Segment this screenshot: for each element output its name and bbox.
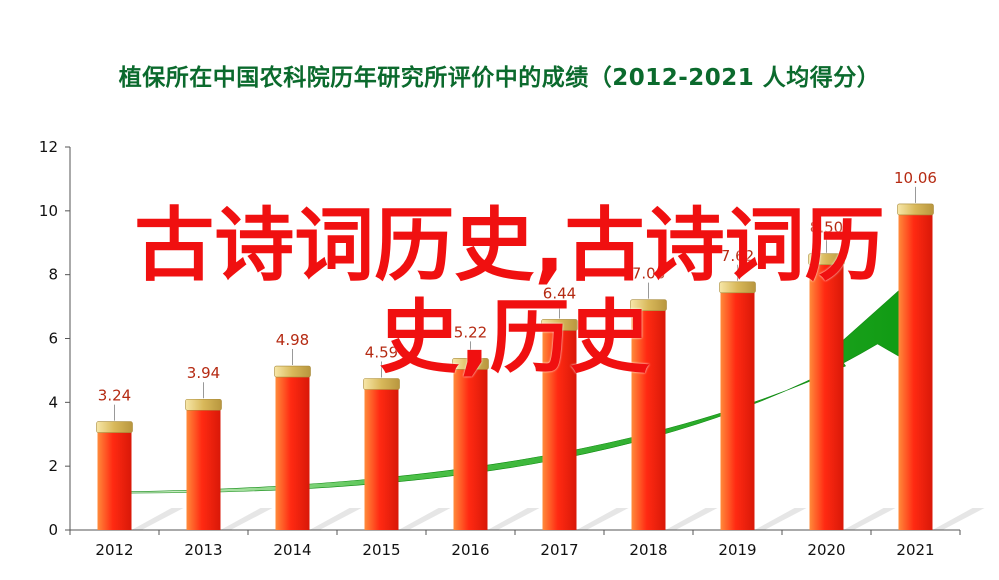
x-tick-label: 2019 [718, 541, 756, 559]
data-label: 3.24 [98, 387, 131, 405]
data-label: 3.94 [187, 364, 220, 382]
x-tick-label: 2017 [540, 541, 578, 559]
y-tick-label: 0 [48, 521, 58, 539]
bar-cap [274, 365, 311, 378]
bar-shadow [932, 508, 985, 530]
x-tick-label: 2018 [629, 541, 667, 559]
bar-shadow [398, 508, 451, 530]
bar-cap [541, 319, 578, 331]
bar-cap [897, 203, 934, 216]
bar-cap [96, 421, 133, 433]
bar-shadow [220, 508, 273, 530]
y-tick-label: 2 [48, 457, 58, 475]
bar-shadow [754, 508, 807, 530]
labels: 3.24 2012 3.94 2013 4.98 2014 4.59 2015 5.22 2016… [95, 169, 937, 559]
x-tick-label: 2021 [896, 541, 934, 559]
trend-arrow [114, 273, 918, 494]
y-tick-label: 6 [48, 330, 58, 348]
x-tick-label: 2013 [184, 541, 222, 559]
bars [96, 203, 934, 530]
bar [542, 324, 577, 530]
data-label: 6.44 [543, 284, 576, 302]
chart-title: 植保所在中国农科院历年研究所评价中的成绩（2012-2021 人均得分） [118, 65, 881, 91]
bar-shadow [131, 508, 184, 530]
bar [453, 363, 488, 530]
bar-cap [452, 358, 489, 370]
bar [97, 426, 132, 530]
bar-cap [808, 253, 845, 266]
data-label: 10.06 [894, 169, 937, 187]
bar-cap [185, 398, 222, 411]
y-tick-label: 12 [39, 138, 58, 156]
data-label: 8.50 [810, 219, 843, 237]
y-tick-label: 8 [48, 266, 58, 284]
x-tick-label: 2012 [95, 541, 133, 559]
bar [186, 404, 221, 530]
bar [631, 304, 666, 530]
x-tick-label: 2020 [807, 541, 845, 559]
data-label: 4.98 [276, 331, 309, 349]
data-label: 7.62 [721, 247, 754, 265]
bar-shadow [309, 508, 362, 530]
bar [898, 208, 933, 530]
floor-shadows [131, 508, 985, 530]
data-label: 4.59 [365, 344, 398, 362]
bar-shadow [843, 508, 896, 530]
x-tick-label: 2016 [451, 541, 489, 559]
data-label: 5.22 [454, 323, 487, 341]
bar-cap [719, 281, 756, 294]
bar [809, 258, 844, 530]
trend-arrow-shape [114, 273, 918, 494]
bar-cap [363, 378, 400, 390]
bar-cap [630, 299, 667, 311]
bar [720, 286, 755, 530]
y-tick-label: 4 [48, 393, 58, 411]
bar [364, 383, 399, 530]
bar-shadow [487, 508, 540, 530]
bar-shadow [665, 508, 718, 530]
bar [275, 371, 310, 530]
y-tick-label: 10 [39, 202, 58, 220]
data-label: 7.06 [632, 265, 665, 283]
bar-shadow [576, 508, 629, 530]
x-tick-label: 2015 [362, 541, 400, 559]
x-tick-label: 2014 [273, 541, 311, 559]
